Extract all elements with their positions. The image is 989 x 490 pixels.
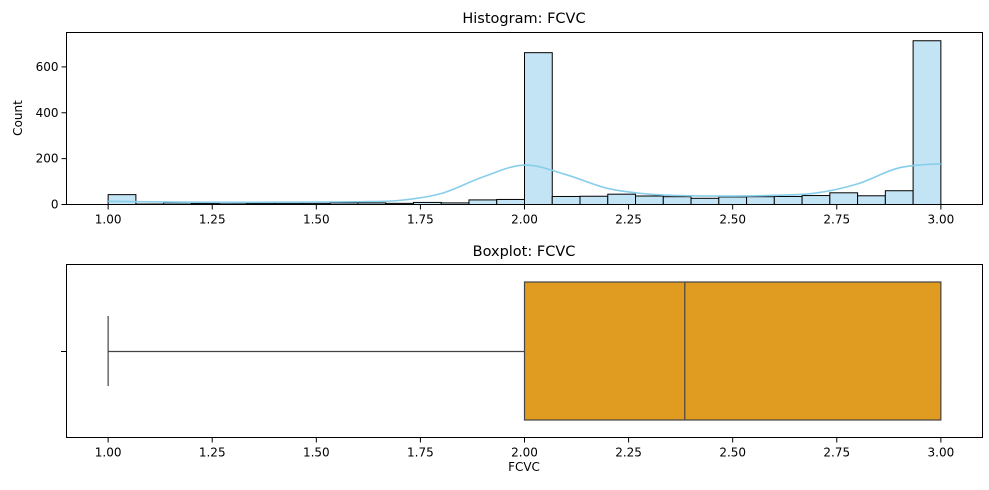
histogram-bar: [551, 195, 581, 205]
histogram-bar: [496, 198, 526, 205]
histogram-y-tick-label: 600: [36, 60, 59, 74]
histogram-y-tick-label: 0: [51, 198, 59, 212]
histogram-x-tick-label: 2.50: [719, 213, 746, 227]
histogram-y-axis-label: Count: [11, 100, 25, 136]
histogram-bar: [524, 52, 553, 205]
boxplot-x-tick-label: 2.75: [823, 446, 850, 460]
histogram-bar: [468, 199, 498, 205]
boxplot-x-tick-label: 1.75: [407, 446, 434, 460]
histogram-bar: [579, 195, 609, 206]
histogram-x-tick-label: 2.00: [511, 213, 538, 227]
histogram-x-tick-label: 2.75: [823, 213, 850, 227]
histogram-panel: Histogram: FCVC Count 1.00 1.25 1.50 1.75 2.…: [11, 11, 983, 227]
histogram-y-tick-label: 200: [36, 152, 59, 166]
kde-curve: [108, 162, 941, 204]
boxplot-x-tick-label: 1.25: [199, 446, 226, 460]
histogram-bar: [746, 196, 775, 206]
boxplot-box: [523, 281, 942, 421]
histogram-y-tick-label: 400: [36, 106, 59, 120]
boxplot-x-tick-label: 1.00: [95, 446, 122, 460]
histogram-bars: [107, 40, 942, 206]
histogram-bar: [773, 195, 803, 205]
histogram-bar: [801, 195, 831, 205]
histogram-x-tick-label: 1.75: [407, 213, 434, 227]
boxplot-x-tick-label: 2.25: [615, 446, 642, 460]
histogram-axes-frame: [66, 32, 983, 205]
histogram-bar: [662, 196, 692, 206]
boxplot-x-ticks: 1.00 1.25 1.50 1.75 2.00 2.25 2.50 2.75 3.00: [95, 437, 955, 460]
histogram-title: Histogram: FCVC: [462, 11, 585, 27]
boxplot-x-tick-label: 3.00: [928, 446, 955, 460]
histogram-bar: [829, 192, 859, 206]
boxplot-elements: [107, 281, 942, 421]
boxplot-panel: Boxplot: FCVC 1.00 1.25 1.50 1.75 2.00 2.25 2.…: [61, 244, 983, 474]
histogram-x-tick-label: 3.00: [928, 213, 955, 227]
histogram-bar: [912, 40, 942, 206]
histogram-bar: [107, 194, 137, 206]
histogram-x-tick-label: 2.25: [615, 213, 642, 227]
histogram-bar: [857, 195, 886, 206]
histogram-bar: [607, 193, 637, 205]
boxplot-x-tick-label: 2.00: [511, 446, 538, 460]
histogram-x-tick-label: 1.50: [303, 213, 330, 227]
histogram-bar: [718, 196, 748, 206]
histogram-x-tick-label: 1.25: [199, 213, 226, 227]
boxplot-x-axis-label: FCVC: [508, 460, 540, 474]
histogram-bar: [884, 190, 914, 206]
boxplot-x-tick-label: 2.50: [719, 446, 746, 460]
histogram-x-tick-label: 1.00: [95, 213, 122, 227]
boxplot-axes-frame: [66, 264, 983, 438]
histogram-x-ticks: 1.00 1.25 1.50 1.75 2.00 2.25 2.50 2.75 3.00: [95, 204, 955, 227]
boxplot-title: Boxplot: FCVC: [473, 244, 576, 260]
histogram-bar: [635, 195, 664, 205]
histogram-bar: [690, 197, 720, 205]
histogram-y-ticks: 0 200 400 600: [36, 60, 67, 212]
boxplot-x-tick-label: 1.50: [303, 446, 330, 460]
